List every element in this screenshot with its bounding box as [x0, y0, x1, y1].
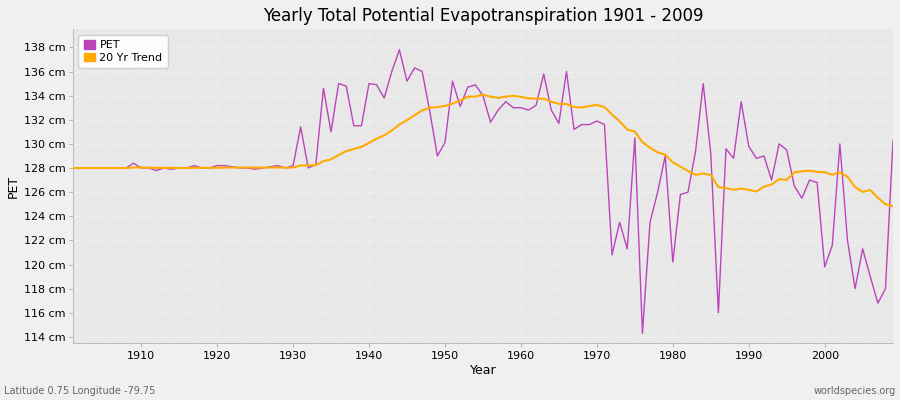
- X-axis label: Year: Year: [470, 364, 496, 377]
- Legend: PET, 20 Yr Trend: PET, 20 Yr Trend: [78, 35, 168, 68]
- Y-axis label: PET: PET: [7, 174, 20, 198]
- Text: worldspecies.org: worldspecies.org: [814, 386, 896, 396]
- Text: Latitude 0.75 Longitude -79.75: Latitude 0.75 Longitude -79.75: [4, 386, 156, 396]
- Title: Yearly Total Potential Evapotranspiration 1901 - 2009: Yearly Total Potential Evapotranspiratio…: [263, 7, 703, 25]
